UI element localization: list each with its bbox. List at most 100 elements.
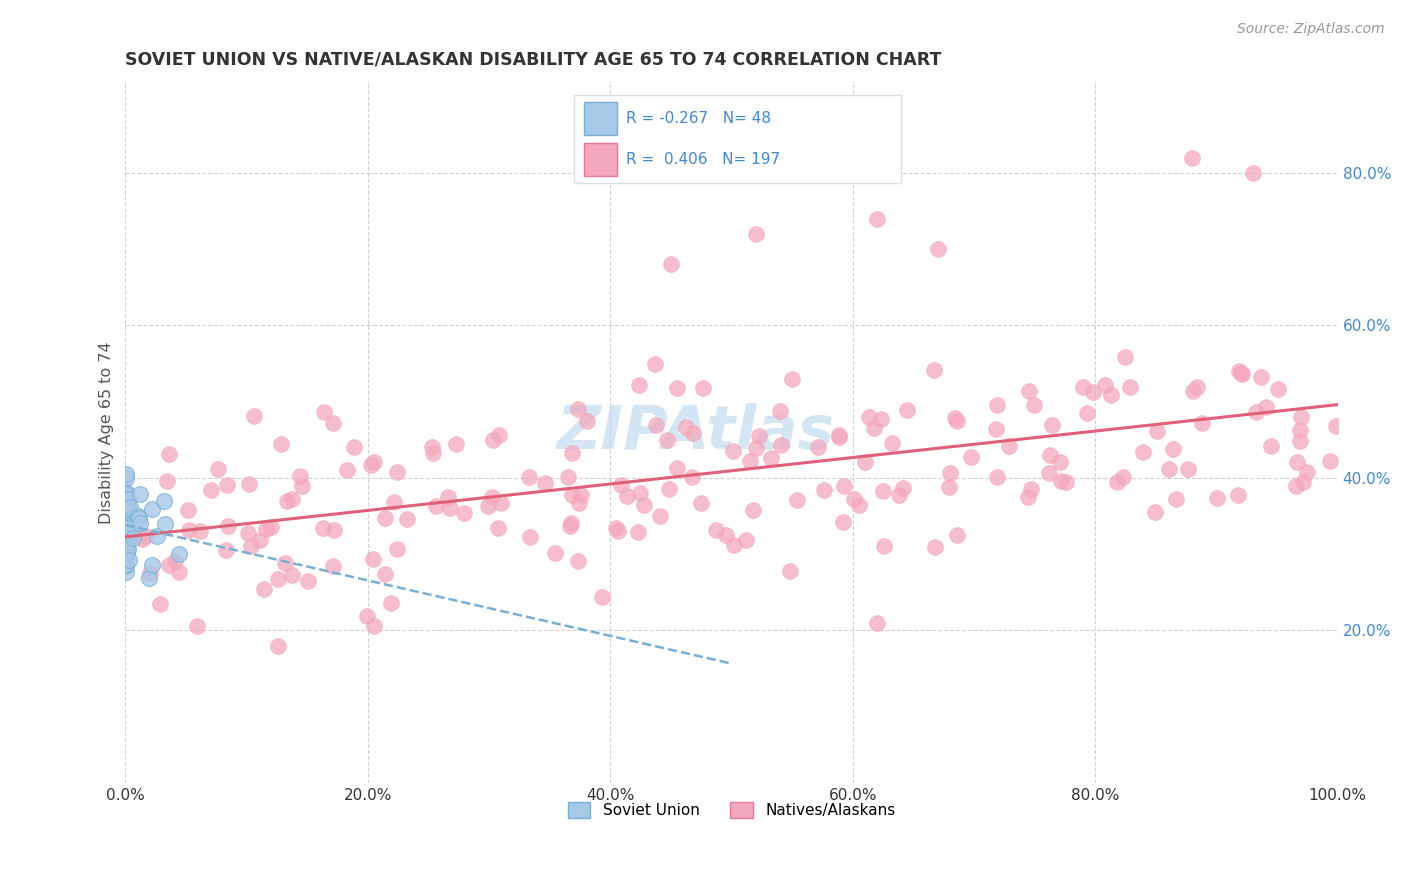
Point xyxy=(387,466,409,480)
Point xyxy=(276,494,298,508)
Point xyxy=(1112,470,1135,484)
Point xyxy=(986,470,1008,484)
Point xyxy=(1191,416,1213,430)
Point xyxy=(569,488,592,502)
Point xyxy=(274,557,297,571)
Point xyxy=(1022,399,1045,413)
Point xyxy=(382,494,405,508)
Point xyxy=(115,491,138,505)
Point xyxy=(1017,490,1039,504)
Point xyxy=(567,402,589,417)
Point xyxy=(644,357,666,371)
Point xyxy=(560,516,582,530)
Point xyxy=(1054,475,1077,489)
Point xyxy=(385,541,408,556)
Point xyxy=(1296,465,1319,479)
Point xyxy=(1182,384,1205,398)
Point xyxy=(488,427,510,442)
Point xyxy=(517,470,540,484)
Point xyxy=(889,488,911,502)
Point xyxy=(605,521,627,535)
Point xyxy=(117,491,139,506)
Point xyxy=(666,461,689,475)
Point xyxy=(115,471,138,485)
Point xyxy=(153,516,176,531)
Point xyxy=(1114,350,1136,364)
Point xyxy=(986,398,1008,412)
Point xyxy=(1260,439,1282,453)
Point xyxy=(1076,406,1098,420)
Point xyxy=(280,492,302,507)
Point xyxy=(567,554,589,568)
Point xyxy=(165,554,187,568)
Point xyxy=(115,557,138,571)
Point xyxy=(1039,448,1062,462)
Point xyxy=(658,482,681,496)
Point xyxy=(568,496,591,510)
Point xyxy=(1018,384,1040,398)
Point xyxy=(627,378,650,392)
Point xyxy=(422,446,444,460)
Point xyxy=(122,531,145,545)
Point xyxy=(938,466,960,480)
Point xyxy=(576,414,599,428)
Point xyxy=(1099,388,1122,402)
Point xyxy=(650,508,672,523)
Point xyxy=(481,490,503,504)
Point xyxy=(1286,455,1309,469)
Point xyxy=(380,596,402,610)
Point xyxy=(215,542,238,557)
Point xyxy=(998,439,1021,453)
Point xyxy=(115,545,138,559)
Point xyxy=(117,491,139,506)
Point xyxy=(489,496,512,510)
Point xyxy=(1288,423,1310,437)
Point xyxy=(690,495,713,509)
Point xyxy=(115,467,138,482)
Point xyxy=(544,545,567,559)
Point xyxy=(880,435,903,450)
Point xyxy=(395,512,418,526)
Point xyxy=(606,524,628,539)
Point xyxy=(188,524,211,539)
Point xyxy=(748,428,770,442)
Point xyxy=(1230,368,1253,382)
Point xyxy=(115,539,138,553)
Point xyxy=(1289,410,1312,425)
Point xyxy=(1289,434,1312,448)
Point xyxy=(628,486,651,500)
Point xyxy=(723,538,745,552)
Point xyxy=(360,458,382,472)
Point xyxy=(115,487,138,501)
Point xyxy=(610,477,633,491)
Point xyxy=(959,450,981,465)
Point xyxy=(363,455,385,469)
Point xyxy=(853,455,876,469)
Point xyxy=(745,227,768,241)
Point xyxy=(924,540,946,554)
Point xyxy=(115,501,138,516)
Point xyxy=(896,402,918,417)
Point xyxy=(1227,364,1250,378)
Point xyxy=(779,564,801,578)
Point xyxy=(444,436,467,450)
Point xyxy=(786,492,808,507)
Point xyxy=(118,500,141,514)
Point xyxy=(243,409,266,423)
Point xyxy=(1291,475,1313,489)
Point xyxy=(363,619,385,633)
Point xyxy=(115,524,138,539)
Point xyxy=(1227,488,1250,502)
Point xyxy=(267,573,290,587)
Y-axis label: Disability Age 65 to 74: Disability Age 65 to 74 xyxy=(100,341,114,524)
Point xyxy=(1040,418,1063,433)
Point xyxy=(655,433,678,447)
Point xyxy=(832,515,855,529)
Point xyxy=(115,484,138,499)
Point xyxy=(1256,400,1278,414)
Point xyxy=(118,502,141,516)
Point xyxy=(157,447,180,461)
Point xyxy=(682,425,704,440)
Point xyxy=(115,504,138,518)
Point xyxy=(1094,378,1116,392)
